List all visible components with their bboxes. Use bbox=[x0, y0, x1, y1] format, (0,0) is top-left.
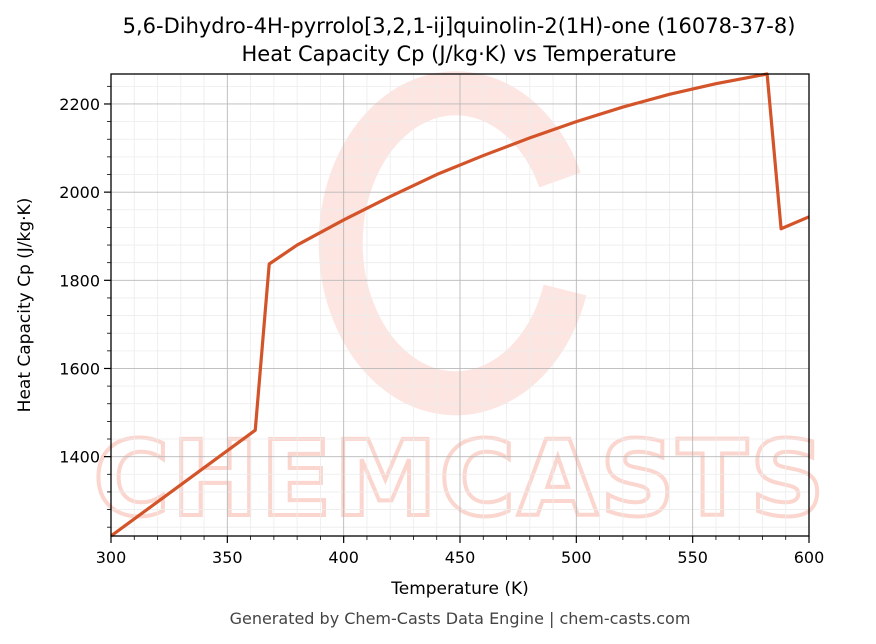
footer-credit: Generated by Chem-Casts Data Engine | ch… bbox=[230, 609, 691, 628]
y-tick-label: 1400 bbox=[59, 448, 100, 467]
watermark-text: CHEMCASTS bbox=[93, 418, 826, 540]
x-tick-label: 550 bbox=[677, 548, 708, 567]
x-tick-label: 350 bbox=[212, 548, 243, 567]
y-tick-label: 2200 bbox=[59, 95, 100, 114]
major-grid bbox=[110, 74, 810, 536]
x-tick-label: 600 bbox=[794, 548, 825, 567]
y-axis-ticks: 1400 1600 1800 2000 2200 bbox=[59, 85, 111, 528]
y-tick-label: 2000 bbox=[59, 183, 100, 202]
y-tick-label: 1800 bbox=[59, 271, 100, 290]
y-axis-label: Heat Capacity Cp (J/kg·K) bbox=[15, 198, 35, 413]
series-line bbox=[110, 72, 810, 538]
x-tick-label: 400 bbox=[328, 548, 359, 567]
x-tick-label: 500 bbox=[561, 548, 592, 567]
chart-title-line2: Heat Capacity Cp (J/kg·K) vs Temperature bbox=[242, 42, 677, 66]
x-tick-label: 450 bbox=[445, 548, 476, 567]
chart-title-line1: 5,6-Dihydro-4H-pyrrolo[3,2,1-ij]quinolin… bbox=[123, 14, 796, 38]
x-axis-label: Temperature (K) bbox=[390, 579, 529, 599]
x-axis-ticks: 300 350 400 450 500 550 600 bbox=[96, 536, 825, 567]
watermark: CHEMCASTS bbox=[91, 71, 827, 542]
x-tick-label: 300 bbox=[96, 548, 127, 567]
y-tick-label: 1600 bbox=[59, 359, 100, 378]
watermark-logo-icon bbox=[318, 71, 587, 416]
